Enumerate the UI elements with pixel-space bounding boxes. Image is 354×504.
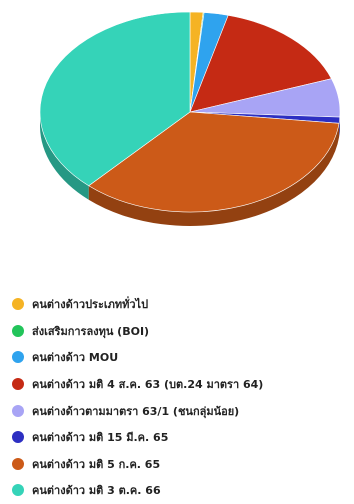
legend-item-2[interactable]: ส่งเสริมการลงทุน (BOI): [12, 318, 263, 345]
legend-label: คนต่างด้าว มติ 15 มี.ค. 65: [32, 428, 168, 446]
legend-label: คนต่างด้าวตามมาตรา 63/1 (ชนกลุ่มน้อย): [32, 402, 239, 420]
legend-item-5[interactable]: คนต่างด้าวตามมาตรา 63/1 (ชนกลุ่มน้อย): [12, 397, 263, 424]
legend-item-3[interactable]: คนต่างด้าว MOU: [12, 344, 263, 371]
legend-label: คนต่างด้าว มติ 3 ต.ค. 66: [32, 481, 161, 499]
legend-swatch: [12, 325, 24, 337]
legend-label: คนต่างด้าว MOU: [32, 348, 118, 366]
legend-item-6[interactable]: คนต่างด้าว มติ 15 มี.ค. 65: [12, 424, 263, 451]
legend-item-1[interactable]: คนต่างด้าวประเภททั่วไป: [12, 291, 263, 318]
legend-item-8[interactable]: คนต่างด้าว มติ 3 ต.ค. 66: [12, 477, 263, 504]
legend-swatch: [12, 431, 24, 443]
chart-legend: คนต่างด้าวประเภททั่วไปส่งเสริมการลงทุน (…: [12, 291, 263, 504]
legend-item-4[interactable]: คนต่างด้าว มติ 4 ส.ค. 63 (บต.24 มาตรา 64…: [12, 371, 263, 398]
legend-item-7[interactable]: คนต่างด้าว มติ 5 ก.ค. 65: [12, 451, 263, 478]
legend-label: คนต่างด้าวประเภททั่วไป: [32, 295, 148, 313]
legend-label: คนต่างด้าว มติ 5 ก.ค. 65: [32, 455, 160, 473]
legend-swatch: [12, 378, 24, 390]
legend-label: คนต่างด้าว มติ 4 ส.ค. 63 (บต.24 มาตรา 64…: [32, 375, 263, 393]
pie-chart: [0, 0, 354, 262]
legend-label: ส่งเสริมการลงทุน (BOI): [32, 322, 149, 340]
legend-swatch: [12, 484, 24, 496]
legend-swatch: [12, 405, 24, 417]
legend-swatch: [12, 298, 24, 310]
legend-swatch: [12, 351, 24, 363]
legend-swatch: [12, 458, 24, 470]
